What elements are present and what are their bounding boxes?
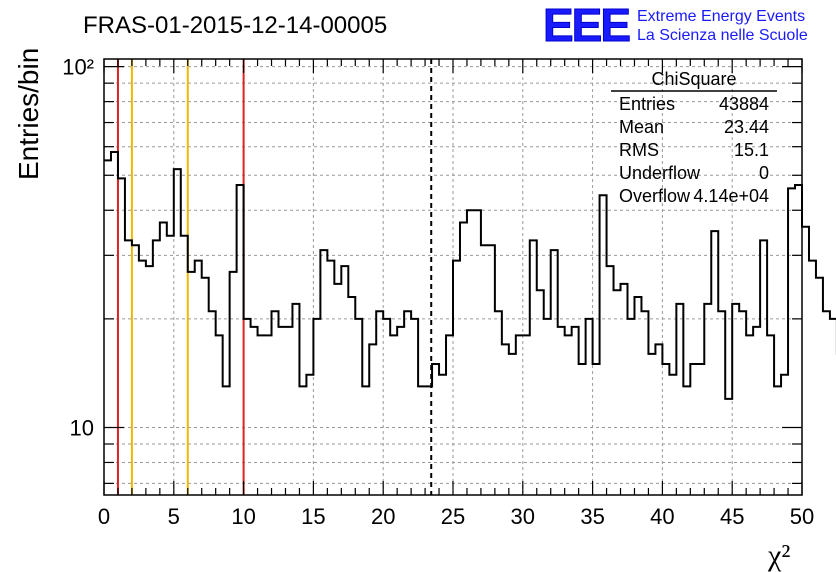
x-axis-label: χ² <box>767 539 790 572</box>
histogram-line <box>104 151 836 400</box>
stats-box: ChiSquare Entries 43884 Mean 23.44 RMS 15.1 Un… <box>611 69 777 206</box>
x-tick-label: 45 <box>720 504 744 529</box>
x-tick-label: 35 <box>580 504 604 529</box>
stats-row-value: 43884 <box>719 94 769 114</box>
x-tick-label: 0 <box>98 504 110 529</box>
x-tick-label: 25 <box>441 504 465 529</box>
stats-row-value: 4.14e+04 <box>693 186 769 206</box>
stats-row-label: Mean <box>619 117 664 137</box>
y-tick-label: 10² <box>62 55 94 80</box>
x-tick-label: 10 <box>231 504 255 529</box>
chart-title: FRAS-01-2015-12-14-00005 <box>83 12 387 39</box>
x-tick-label: 30 <box>511 504 535 529</box>
stats-row-value: 0 <box>759 163 769 183</box>
x-tick-label: 20 <box>371 504 395 529</box>
logo-line2: La Scienza nelle Scuole <box>637 27 808 44</box>
logo: EEE Extreme Energy Events La Scienza nel… <box>543 0 808 52</box>
y-tick-label: 10 <box>70 415 94 440</box>
x-tick-label: 15 <box>301 504 325 529</box>
stats-row-value: 23.44 <box>724 117 769 137</box>
stats-row-label: Overflow <box>619 186 691 206</box>
stats-row-label: RMS <box>619 140 659 160</box>
y-axis-label: Entries/bin <box>13 48 44 180</box>
x-tick-label: 40 <box>650 504 674 529</box>
axes: 0 5 10 15 20 25 30 35 40 45 50 10 10² <box>62 55 814 529</box>
stats-row-label: Entries <box>619 94 675 114</box>
stats-title: ChiSquare <box>651 69 736 89</box>
logo-mark: EEE <box>543 0 629 51</box>
stats-rows: Entries 43884 Mean 23.44 RMS 15.1 Underflow 0 Ov… <box>619 94 769 206</box>
x-tick-label: 5 <box>168 504 180 529</box>
grid <box>104 59 802 495</box>
stats-row-value: 15.1 <box>734 140 769 160</box>
logo-line1: Extreme Energy Events <box>637 8 805 25</box>
x-tick-label: 50 <box>790 504 814 529</box>
reference-lines <box>116 59 433 495</box>
stats-row-label: Underflow <box>619 163 701 183</box>
